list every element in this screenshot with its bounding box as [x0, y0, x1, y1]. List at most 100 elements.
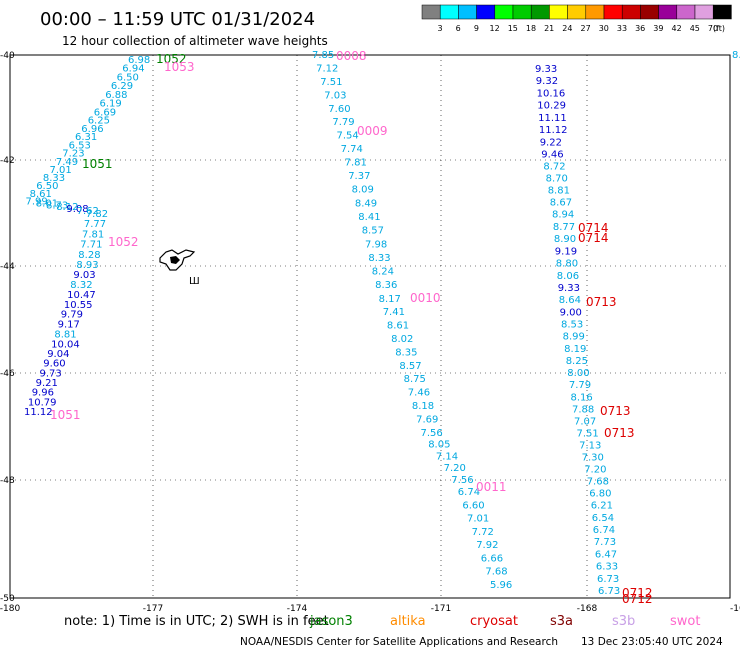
pass-time-label: 0010: [410, 291, 441, 305]
wave-height-label: 8.06: [557, 271, 579, 282]
wave-height-label: 8.41: [358, 212, 380, 223]
legend-swatch: [603, 4, 623, 20]
legend-label: 70: [708, 24, 718, 33]
wave-height-label: 6.50: [36, 181, 58, 192]
wave-height-label: 8.64: [559, 295, 581, 306]
legend-label: 24: [562, 24, 572, 33]
legend-label: 12: [490, 24, 500, 33]
wave-height-label: 9.19: [555, 246, 577, 257]
island-shape: [159, 249, 196, 271]
wave-height-label: 8.93: [76, 260, 98, 271]
satellite-name: jason3: [309, 614, 353, 629]
wave-height-label: 8.73: [46, 200, 68, 211]
wave-height-label: 7.41: [383, 307, 405, 318]
wave-height-label: 9.21: [36, 378, 58, 389]
wave-height-label: 8.19: [564, 344, 586, 355]
pass-time-label: 0011: [476, 480, 507, 494]
wave-height-label: 8.05: [428, 440, 450, 451]
wave-height-label: 7.14: [436, 451, 458, 462]
wave-height-label: 11.12: [24, 407, 53, 418]
wave-height-label: 7.01: [50, 165, 72, 176]
wave-height-label: 9.73: [40, 368, 62, 379]
wave-height-label: 10.04: [51, 339, 80, 350]
wave-height-label: 8.49: [355, 198, 377, 209]
wave-height-label: 7.81: [82, 229, 104, 240]
pass-time-label: 0714: [578, 231, 609, 245]
wave-height-label: 7.82: [86, 209, 108, 220]
wave-height-label: 7.92: [476, 540, 498, 551]
wave-height-label: 7.71: [80, 240, 102, 251]
wave-height-label: 8.36: [375, 280, 397, 291]
wave-height-label: 6.50: [117, 72, 139, 83]
wave-height-label: 7.69: [416, 415, 438, 426]
wave-height-label: 7.49: [56, 157, 78, 168]
wave-height-label: 8.81: [54, 330, 76, 341]
legend-label: 18: [526, 24, 536, 33]
pass-time-label: 0713: [586, 295, 617, 309]
wave-height-label: 5.96: [490, 580, 512, 591]
wave-height-label: 8.75: [404, 374, 426, 385]
pass-time-label: 1052: [156, 52, 187, 66]
wave-height-label: 8.72: [543, 162, 565, 173]
wave-height-label: 10.47: [67, 290, 96, 301]
wave-height-label: 8.33: [368, 253, 390, 264]
longitude-label: -174: [287, 604, 308, 614]
legend-swatches: [421, 4, 732, 20]
legend-label: 6: [456, 24, 461, 33]
wave-height-label: 8.17: [379, 294, 401, 305]
wave-height-label: 7.46: [408, 388, 430, 399]
satellite-name: s3a: [550, 614, 573, 629]
wave-height-label: 9.32: [536, 76, 558, 87]
wave-height-label: 6.19: [100, 99, 122, 110]
pass-time-label: 0713: [604, 426, 635, 440]
legend-label: 36: [635, 24, 645, 33]
wave-height-label: 8.24: [372, 267, 394, 278]
wave-height-label: 7.98: [365, 239, 387, 250]
latitude-label: -44: [0, 262, 15, 272]
wave-height-label: 8.61: [387, 321, 409, 332]
legend-unit: (ft): [713, 24, 725, 33]
wave-height-label: 7.62: [77, 206, 99, 217]
wave-height-label: 8.53: [561, 320, 583, 331]
longitude-label: -177: [143, 604, 163, 614]
wave-height-label: 9.60: [43, 359, 65, 370]
wave-height-label: 6.60: [462, 500, 484, 511]
wave-height-label: 10.29: [537, 101, 566, 112]
wave-height-label: 8.80: [556, 259, 578, 270]
wave-height-label: 7.23: [62, 149, 84, 160]
wave-height-label: 7.88: [572, 405, 594, 416]
latitude-label: -42: [0, 156, 15, 166]
wave-height-label: 6.25: [88, 116, 110, 127]
satellite-name: swot: [670, 614, 700, 629]
legend-swatch: [621, 4, 641, 20]
wave-height-label: 7.01: [467, 514, 489, 525]
wave-height-label: 6.73: [598, 586, 620, 597]
pass-time-label: 1051: [50, 408, 81, 422]
legend-swatch: [421, 4, 441, 20]
legend-label: 21: [544, 24, 554, 33]
legend-swatch: [712, 4, 732, 20]
wave-height-label: 8.70: [546, 174, 568, 185]
pass-time-label: 1052: [108, 235, 139, 249]
longitude-label: -168: [577, 604, 598, 614]
longitude-labels: -180 -177 -174 -171 -168 -16: [0, 604, 740, 614]
pass-time-label: 0712: [622, 592, 653, 606]
wave-height-label: 7.03: [324, 90, 346, 101]
wave-height-label: 8.35: [395, 347, 417, 358]
wave-height-label: 7.30: [582, 453, 604, 464]
pass-time-label: 1053: [164, 60, 195, 74]
wave-height-label: 9.17: [58, 320, 80, 331]
pass-time-label: 0009: [357, 124, 388, 138]
wave-height-label: 6.74: [593, 525, 615, 536]
legend-swatch: [567, 4, 587, 20]
wave-height-label: 10.55: [64, 300, 93, 311]
longitude-label: -180: [0, 604, 20, 614]
pass-time-label: 0713: [600, 404, 631, 418]
wave-height-label: 11.12: [539, 125, 568, 136]
pass-time-label: 1051: [82, 157, 113, 171]
legend-swatch: [458, 4, 477, 20]
color-legend: 3 6 9 12 15 18 21 24 27 30 33 36 39 42 45 70 (ft): [421, 4, 732, 33]
wave-height-label: 8.28: [78, 250, 100, 261]
legend-labels: 3 6 9 12 15 18 21 24 27 30 33 36 39 42 45 70: [437, 24, 718, 33]
